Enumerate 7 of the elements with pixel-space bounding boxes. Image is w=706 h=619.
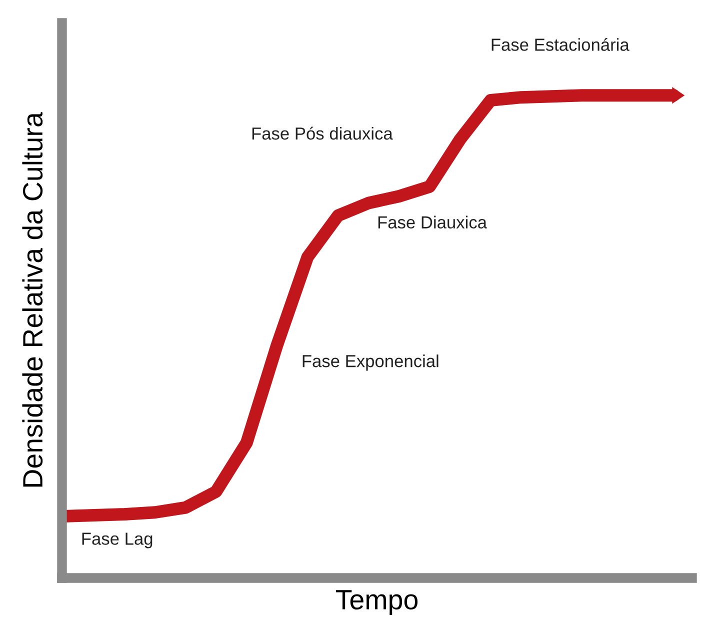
text: Fase Estacionária [492, 38, 630, 51]
x-axis-title: Tempo [336, 590, 418, 616]
annotation: Fase Lag [82, 532, 152, 548]
annotation: Fase Exponencial [302, 354, 438, 371]
annotation: Fase Pós diauxica [252, 126, 393, 140]
y-axis-title: Densidade Relativa da Cultura [22, 112, 43, 487]
annotation: Fase Diauxica [378, 216, 487, 229]
